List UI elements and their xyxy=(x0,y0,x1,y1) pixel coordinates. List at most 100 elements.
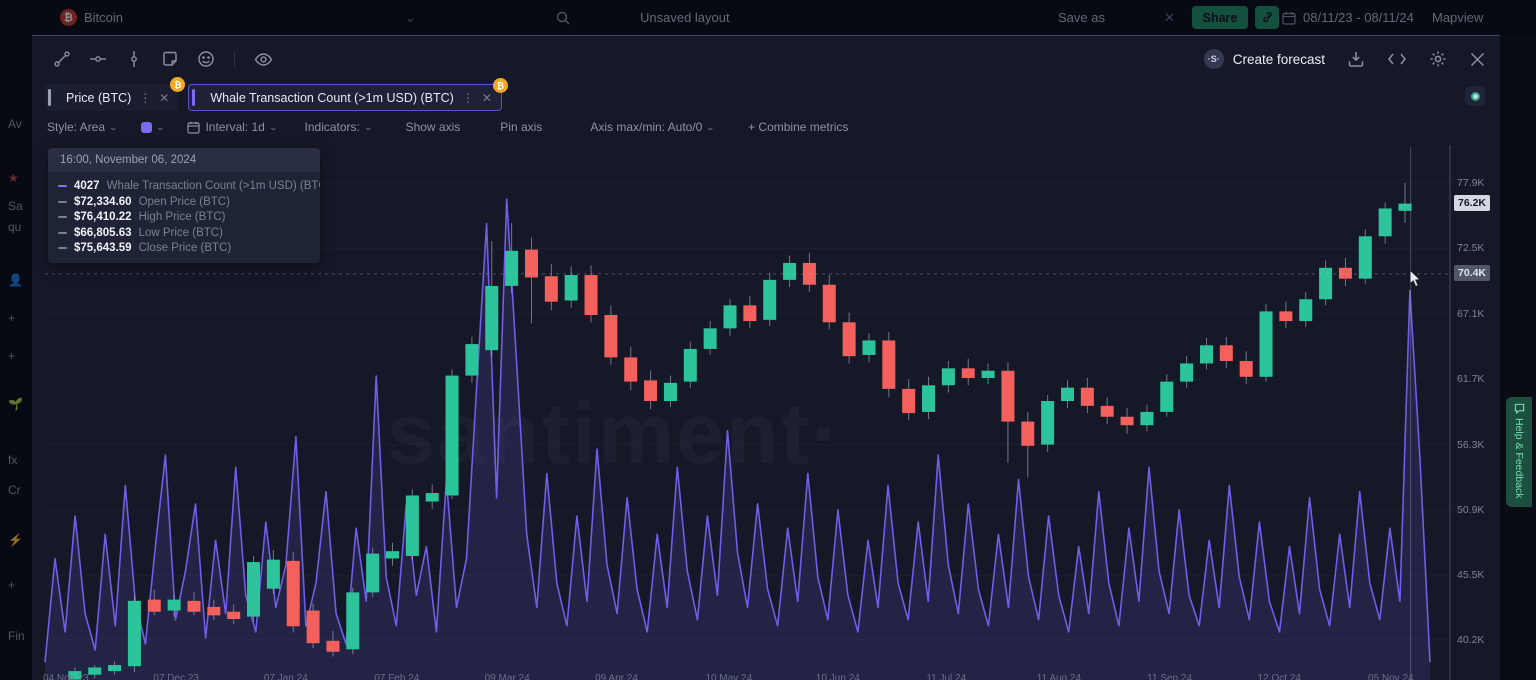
rail-item[interactable]: Fin xyxy=(8,629,25,643)
asset-selector[interactable]: ₿ Bitcoin xyxy=(60,0,123,35)
interval-selector[interactable]: Interval: 1d ⌄ xyxy=(187,120,278,134)
trend-line-tool-icon[interactable] xyxy=(52,49,72,69)
search-icon[interactable] xyxy=(556,0,570,35)
rail-item[interactable]: + xyxy=(8,311,16,325)
tab-menu-kebab-icon[interactable]: ⋮ xyxy=(461,90,474,105)
close-panel-icon[interactable] xyxy=(1469,51,1486,68)
visibility-eye-icon[interactable] xyxy=(253,49,273,69)
tab-accent-bar xyxy=(192,89,196,106)
crosshair-price-badge: 70.4K xyxy=(1454,264,1491,281)
live-status-button[interactable] xyxy=(1465,86,1485,106)
embed-code-icon[interactable] xyxy=(1387,51,1407,67)
help-feedback-tab[interactable]: Help & Feedback xyxy=(1506,397,1532,507)
price-tick-label: 77.9K xyxy=(1457,177,1485,189)
pin-axis-label: Pin axis xyxy=(500,120,543,134)
right-edge-strip xyxy=(1500,35,1536,680)
tab-label: Whale Transaction Count (>1m USD) (BTC) xyxy=(210,90,454,105)
tab-close-icon[interactable]: ✕ xyxy=(159,90,170,105)
series-dash-icon xyxy=(58,231,67,234)
chevron-down-icon: ⌄ xyxy=(155,122,165,132)
rail-item[interactable]: qu xyxy=(8,220,22,234)
create-forecast-button[interactable]: ·S· Create forecast xyxy=(1203,49,1325,69)
tab-close-icon[interactable]: ✕ xyxy=(481,90,492,105)
combine-metrics-button[interactable]: + Combine metrics xyxy=(748,120,848,134)
btc-badge-icon: ₿ xyxy=(170,77,186,92)
note-tool-icon[interactable] xyxy=(160,49,180,69)
tooltip-label: Whale Transaction Count (>1m USD) (BTC) xyxy=(106,180,320,192)
indicators-selector[interactable]: Indicators: ⌄ xyxy=(304,120,373,134)
chevron-down-icon: ⌄ xyxy=(706,122,716,132)
toolbar-divider xyxy=(234,50,235,68)
axis-maxmin-label: Axis max/min: Auto/0 xyxy=(590,120,703,134)
btc-badge-icon: ₿ xyxy=(492,78,508,93)
share-button[interactable]: Share xyxy=(1192,6,1248,29)
rail-item[interactable]: ⚡ xyxy=(8,533,23,547)
price-tick-label: 45.5K xyxy=(1457,569,1485,582)
axis-maxmin-selector[interactable]: Axis max/min: Auto/0 ⌄ xyxy=(590,120,716,134)
vertical-line-tool-icon[interactable] xyxy=(124,49,144,69)
tooltip-row: $72,334.60 Open Price (BTC) xyxy=(58,196,310,208)
tooltip-label: High Price (BTC) xyxy=(138,211,226,223)
date-tick-label: 09 Apr 24 xyxy=(595,673,638,680)
layout-name[interactable]: Unsaved layout xyxy=(640,10,730,25)
date-tick-label: 07 Feb 24 xyxy=(374,673,420,680)
date-tick-label: 11 Jul 24 xyxy=(926,673,967,680)
rail-item[interactable]: ★ xyxy=(8,171,19,185)
price-tick-label: 72.5K xyxy=(1457,242,1485,255)
date-tick-label: 07 Dec 23 xyxy=(153,673,199,680)
rail-item[interactable]: 🌱 xyxy=(8,397,23,411)
emoji-tool-icon[interactable] xyxy=(196,49,216,69)
indicators-label: Indicators: xyxy=(304,120,360,134)
rail-item[interactable]: + xyxy=(8,349,16,363)
date-tick-label: 11 Aug 24 xyxy=(1036,673,1082,680)
rail-item[interactable]: + xyxy=(8,578,16,592)
tooltip-label: Close Price (BTC) xyxy=(138,242,232,254)
live-dot-icon xyxy=(1470,91,1480,101)
show-axis-toggle[interactable]: Show axis xyxy=(406,120,461,134)
horizontal-line-tool-icon[interactable] xyxy=(88,49,108,69)
date-tick-label: 10 May 24 xyxy=(705,673,753,680)
tooltip-row: 4027 Whale Transaction Count (>1m USD) (B… xyxy=(58,180,320,192)
copy-link-button[interactable] xyxy=(1255,6,1279,29)
bitcoin-logo-icon: ₿ xyxy=(60,9,77,26)
tab-menu-kebab-icon[interactable]: ⋮ xyxy=(139,90,152,105)
download-icon[interactable] xyxy=(1347,50,1365,68)
style-selector[interactable]: Style: Area ⌄ xyxy=(47,120,119,134)
color-swatch-selector[interactable]: ⌄ xyxy=(140,121,165,133)
metric-tabs: Price (BTC) ⋮ ✕ ₿ Whale Transaction Coun… xyxy=(45,77,508,111)
rail-item[interactable]: 👤 xyxy=(8,273,23,287)
tooltip-row: $76,410.22 High Price (BTC) xyxy=(58,211,310,223)
tooltip-value: 4027 xyxy=(74,180,100,192)
date-tick-label: 11 Sep 24 xyxy=(1147,673,1193,680)
metric-color-swatch xyxy=(140,121,152,133)
close-icon[interactable]: ✕ xyxy=(1164,9,1175,25)
date-tick-label: 05 Nov 24 xyxy=(1368,673,1414,680)
date-tick-label: 07 Jan 24 xyxy=(263,673,308,680)
chevron-down-icon: ⌄ xyxy=(108,122,119,132)
date-tick-label: 12 Oct 24 xyxy=(1257,673,1301,680)
date-range-picker[interactable]: 08/11/23 - 08/11/24 xyxy=(1282,0,1414,35)
rail-item[interactable]: Sa xyxy=(8,199,23,213)
tooltip-value: $66,805.63 xyxy=(74,226,132,239)
tooltip-value: $76,410.22 xyxy=(74,211,132,223)
tab-price-btc[interactable]: Price (BTC) ⋮ ✕ ₿ xyxy=(45,77,186,111)
price-whale-chart[interactable] xyxy=(32,140,1500,680)
chart-panel-modal: ·S· Create forecast xyxy=(32,35,1500,680)
series-dash-icon xyxy=(58,216,67,218)
pin-axis-toggle[interactable]: Pin axis xyxy=(500,120,542,134)
rail-item[interactable]: fx xyxy=(8,453,18,467)
rail-item[interactable]: Cr xyxy=(8,483,21,497)
mapview-button[interactable]: Mapview xyxy=(1432,10,1484,25)
chevron-down-icon[interactable]: ⌄ xyxy=(405,9,416,25)
tab-whale-transaction-count[interactable]: Whale Transaction Count (>1m USD) (BTC) … xyxy=(188,78,508,111)
settings-gear-icon[interactable] xyxy=(1429,50,1447,68)
chart-settings-row: Style: Area ⌄ ⌄ Interval: 1d ⌄ Indicators:… xyxy=(47,120,848,134)
price-tick-label: 50.9K xyxy=(1457,504,1485,516)
chart-area[interactable]: santiment· 77.9K 72.5K 67.1K 61.7K 56.3K 50.9… xyxy=(32,140,1500,680)
chevron-down-icon: ⌄ xyxy=(363,122,373,132)
save-as-button[interactable]: Save as xyxy=(1058,10,1105,25)
series-dash-icon xyxy=(58,185,67,187)
rail-item[interactable]: Av xyxy=(8,117,22,131)
